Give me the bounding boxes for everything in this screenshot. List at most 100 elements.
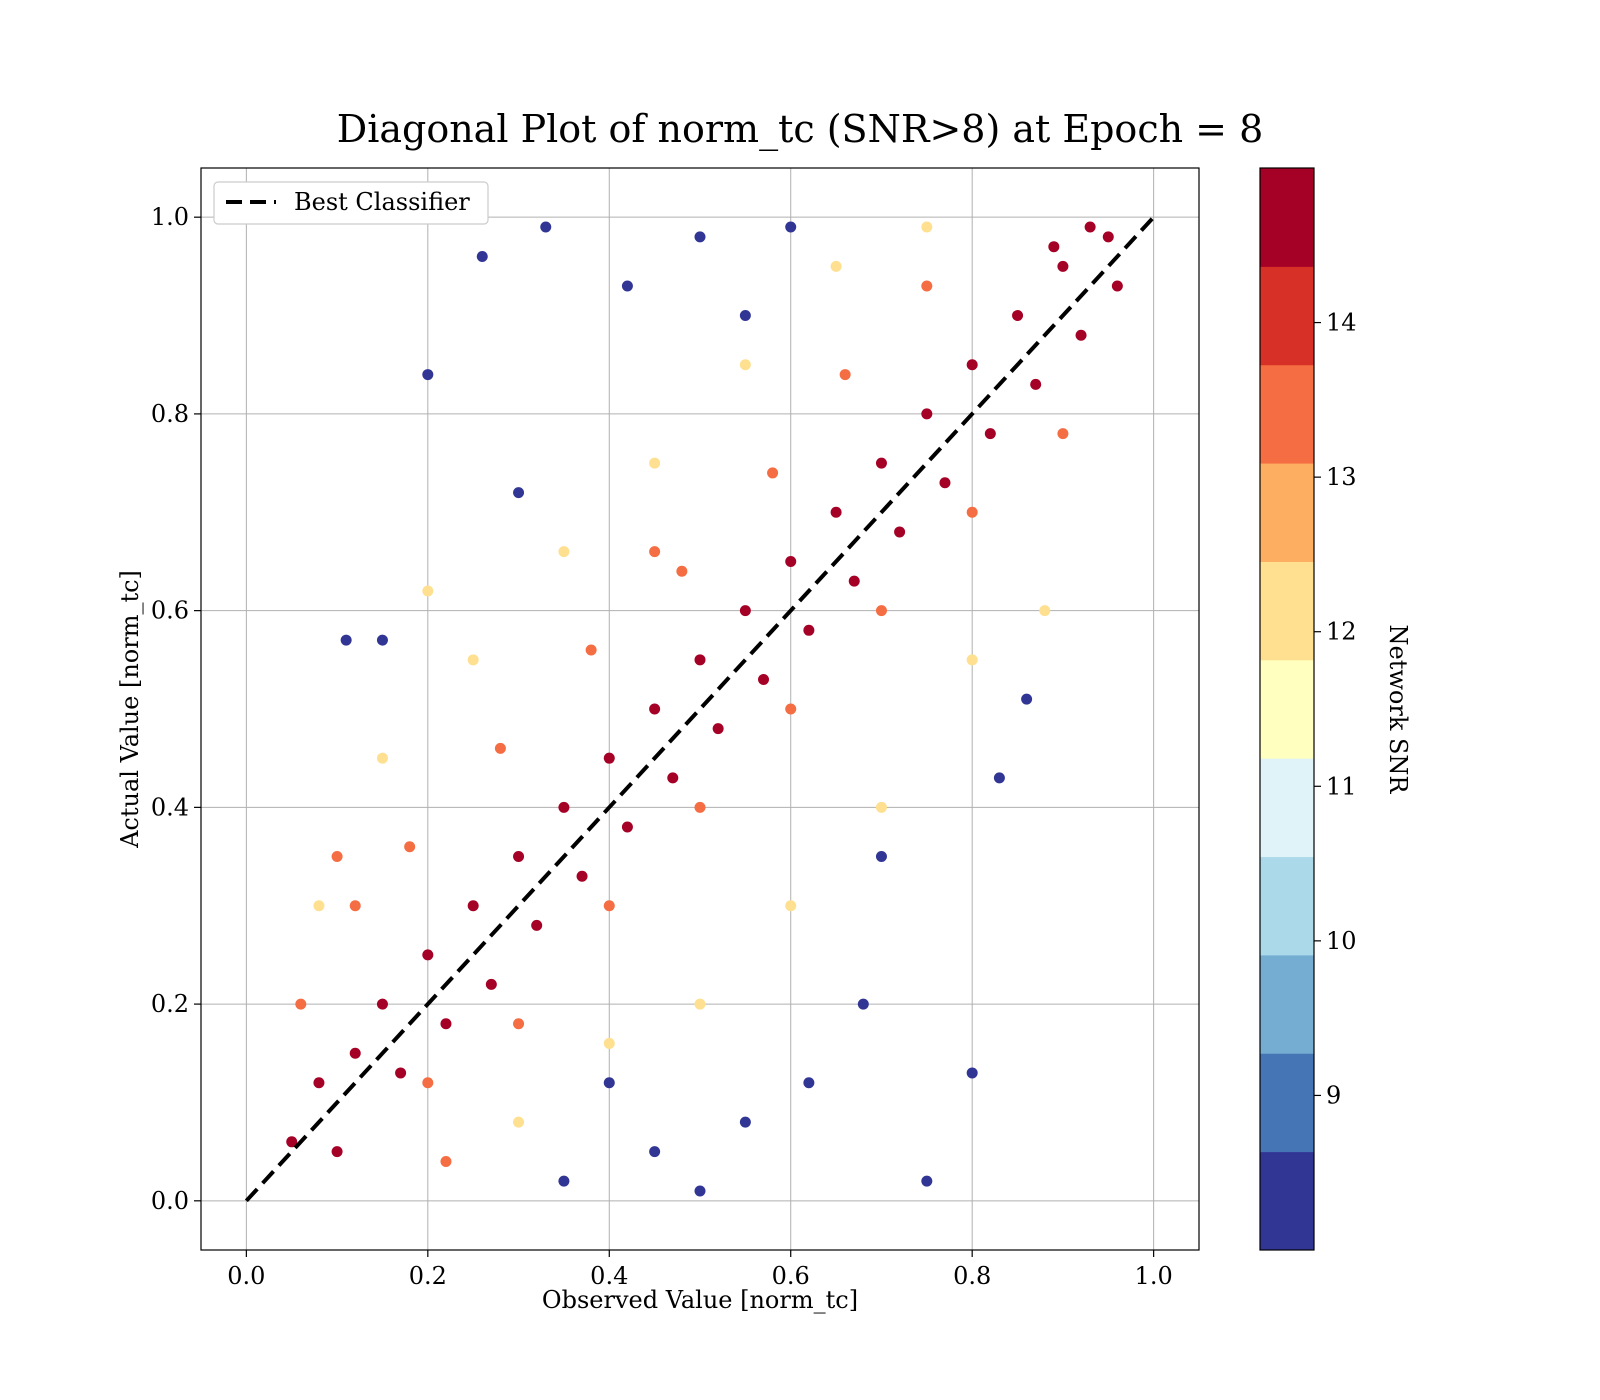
scatter-point (966, 654, 978, 666)
scatter-point (513, 1116, 525, 1128)
scatter-point (1039, 605, 1051, 617)
scatter-point (921, 1175, 933, 1187)
x-tick-label: 0.8 (953, 1262, 991, 1290)
scatter-point (921, 221, 933, 233)
x-tick-label: 0.2 (409, 1262, 447, 1290)
scatter-point (875, 851, 887, 863)
scatter-point (857, 998, 869, 1010)
scatter-point (875, 605, 887, 617)
scatter-point (376, 752, 388, 764)
scatter-point (739, 1116, 751, 1128)
colorbar-band (1260, 364, 1314, 464)
colorbar-band (1260, 463, 1314, 562)
scatter-point (649, 546, 661, 558)
scatter-point (649, 703, 661, 715)
scatter-point (966, 359, 978, 371)
scatter-point (513, 851, 525, 863)
scatter-point (966, 1067, 978, 1079)
legend-box (213, 181, 489, 225)
scatter-point (921, 408, 933, 420)
scatter-point (603, 1037, 615, 1049)
scatter-point (694, 801, 706, 813)
colorbar-frame (1259, 167, 1315, 1251)
scatter-point (1030, 378, 1042, 390)
x-axis-ticks: 0.0 0.2 0.4 0.6 0.8 1.0 (227, 1250, 1173, 1290)
scatter-point (839, 369, 851, 381)
colorbar-band (1260, 561, 1314, 661)
scatter-point (830, 506, 842, 518)
colorbar-band (1260, 856, 1314, 956)
colorbar-band (1260, 758, 1314, 858)
scatter-point (875, 801, 887, 813)
scatter-point (340, 634, 352, 646)
scatter-point (376, 998, 388, 1010)
scatter-point (1057, 428, 1069, 440)
scatter-point (422, 585, 434, 597)
scatter-point (1057, 260, 1069, 272)
colorbar-band (1260, 168, 1314, 267)
scatter-point (694, 1185, 706, 1197)
scatter-point (694, 231, 706, 243)
colorbar-band (1260, 1151, 1314, 1251)
colorbar-band (1260, 954, 1314, 1054)
scatter-point (558, 801, 570, 813)
scatter-point (984, 428, 996, 440)
scatter-point (295, 998, 307, 1010)
plot-frame (200, 167, 1200, 1251)
grid-lines (201, 168, 1199, 1250)
scatter-point (966, 506, 978, 518)
scatter-point (694, 654, 706, 666)
colorbar-band (1260, 659, 1314, 759)
scatter-point (422, 369, 434, 381)
colorbar-tick-label: 13 (1326, 463, 1357, 491)
x-tick-label: 0.4 (590, 1262, 628, 1290)
scatter-point (558, 1175, 570, 1187)
scatter-point (785, 221, 797, 233)
scatter-point (603, 900, 615, 912)
scatter-point (331, 851, 343, 863)
scatter-point (440, 1155, 452, 1167)
scatter-point (767, 467, 779, 479)
scatter-point (494, 742, 506, 754)
colorbar-band (1260, 1053, 1314, 1153)
colorbar-ticks: 9 10 11 12 13 14 (1314, 309, 1357, 1109)
colorbar-tick-label: 12 (1326, 618, 1357, 646)
y-tick-label: 0.4 (151, 793, 189, 821)
scatter-point (875, 457, 887, 469)
y-tick-label: 0.0 (151, 1187, 189, 1215)
scatter-point (676, 565, 688, 577)
y-tick-label: 1.0 (151, 203, 189, 231)
scatter-point (649, 457, 661, 469)
scatter-point (585, 644, 597, 656)
y-tick-label: 0.8 (151, 400, 189, 428)
scatter-point (440, 1018, 452, 1030)
scatter-point (739, 605, 751, 617)
colorbar: 9 10 11 12 13 14 Network SNR (1259, 167, 1412, 1251)
scatter-point (540, 221, 552, 233)
scatter-point (513, 1018, 525, 1030)
scatter-point (739, 359, 751, 371)
scatter-point (404, 841, 416, 853)
scatter-point (803, 1077, 815, 1089)
scatter-point (649, 1146, 661, 1158)
scatter-point (785, 900, 797, 912)
scatter-point (921, 280, 933, 292)
y-tick-label: 0.6 (151, 597, 189, 625)
scatter-point (395, 1067, 407, 1079)
x-tick-label: 0.0 (227, 1262, 265, 1290)
colorbar-band (1260, 266, 1314, 366)
colorbar-label: Network SNR (1384, 625, 1412, 795)
scatter-point (476, 251, 488, 263)
scatter-point (894, 526, 906, 538)
scatter-point (785, 703, 797, 715)
scatter-point (939, 477, 951, 489)
best-classifier-line (244, 215, 1156, 1203)
scatter-point (621, 821, 633, 833)
scatter-point (758, 673, 770, 685)
scatter-point (313, 1077, 325, 1089)
colorbar-tick-label: 9 (1326, 1081, 1341, 1109)
scatter-point (830, 260, 842, 272)
scatter-point (603, 1077, 615, 1089)
colorbar-tick-label: 10 (1326, 927, 1357, 955)
scatter-point (1084, 221, 1096, 233)
